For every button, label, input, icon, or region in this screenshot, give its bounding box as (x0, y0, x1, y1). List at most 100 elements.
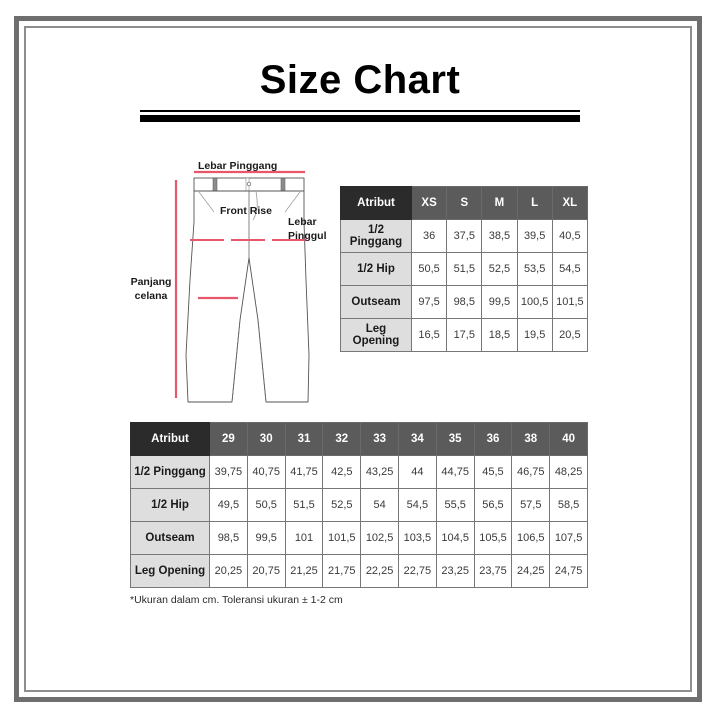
measurement-cell: 98,5 (446, 285, 483, 319)
table-one-body: 1/2 Pinggang 36 37,5 38,5 39,5 40,5 1/2 Hip 50,… (340, 219, 589, 352)
measurement-cell: 101,5 (322, 521, 362, 555)
measurement-cell: 102,5 (360, 521, 399, 555)
measurement-cell: 36 (410, 219, 448, 253)
pants-illustration-svg (174, 170, 310, 403)
measurement-cell: 17,5 (446, 318, 483, 352)
measurement-cell: 49,5 (209, 488, 248, 522)
column-header-35: 35 (435, 422, 475, 456)
column-header-30: 30 (246, 422, 286, 456)
table-row: Outseam 98,5 99,5 101 101,5 102,5 103,5 104,5 10… (130, 521, 588, 555)
column-header-S: S (446, 186, 483, 220)
label-lebar-pinggul: Lebar Pinggul (288, 215, 346, 243)
label-panjang-celana-line2: celana (134, 290, 168, 303)
pants-measurement-diagram: Lebar Pinggang Front Rise Lebar Pinggul … (110, 150, 340, 412)
row-attribute-label: Outseam (130, 521, 210, 555)
table-row: Outseam 97,5 98,5 99,5 100,5 101,5 (340, 285, 589, 319)
measurement-cell: 42,5 (322, 455, 362, 489)
letter-size-table: Atribut XS S M L XL 1/2 Pinggang 36 37,5 38,5 39… (340, 186, 589, 352)
inner-border-frame (24, 26, 692, 692)
measurement-cell: 23,25 (435, 554, 475, 588)
column-header-34: 34 (397, 422, 437, 456)
label-front-rise: Front Rise (220, 205, 272, 217)
label-lebar-pinggang: Lebar Pinggang (198, 160, 278, 172)
measurement-cell: 104,5 (435, 521, 475, 555)
measurement-cell: 20,5 (551, 318, 589, 352)
row-attribute-label: 1/2 Pinggang (340, 219, 412, 253)
column-header-33: 33 (360, 422, 399, 456)
column-header-40: 40 (549, 422, 588, 456)
measurement-cell: 101,5 (551, 285, 589, 319)
row-attribute-label: 1/2 Hip (130, 488, 210, 522)
measurement-cell: 45,5 (473, 455, 513, 489)
measurement-cell: 52,5 (322, 488, 362, 522)
row-attribute-label: 1/2 Hip (340, 252, 412, 286)
measurement-cell: 107,5 (549, 521, 588, 555)
measurement-cell: 53,5 (516, 252, 553, 286)
table-row: Leg Opening 16,5 17,5 18,5 19,5 20,5 (340, 318, 589, 352)
column-header-XL: XL (551, 186, 589, 220)
measurement-cell: 101 (284, 521, 324, 555)
measurement-cell: 103,5 (397, 521, 437, 555)
table-row: 1/2 Pinggang 36 37,5 38,5 39,5 40,5 (340, 219, 589, 253)
table-header-row: Atribut 29 30 31 32 33 34 35 36 38 40 (130, 422, 588, 456)
table-one-attribute-header: Atribut (340, 186, 412, 220)
measurement-cell: 100,5 (516, 285, 553, 319)
measurement-cell: 54,5 (397, 488, 437, 522)
row-attribute-label: Outseam (340, 285, 412, 319)
measurement-cell: 54 (360, 488, 399, 522)
column-header-38: 38 (511, 422, 551, 456)
column-header-32: 32 (322, 422, 362, 456)
row-attribute-label: Leg Opening (130, 554, 210, 588)
label-panjang-celana-line1: Panjang (130, 276, 172, 288)
measurement-cell: 19,5 (516, 318, 553, 352)
measurement-cell: 44 (397, 455, 437, 489)
measurement-cell: 24,25 (511, 554, 551, 588)
measurement-cell: 51,5 (284, 488, 324, 522)
measurement-cell: 106,5 (511, 521, 551, 555)
table-row: 1/2 Pinggang 39,75 40,75 41,75 42,5 43,25 44 44… (130, 455, 588, 489)
measurement-cell: 58,5 (549, 488, 588, 522)
measurement-cell: 20,25 (209, 554, 248, 588)
measurement-cell: 40,75 (246, 455, 286, 489)
measurement-cell: 24,75 (549, 554, 588, 588)
measurement-cell: 38,5 (481, 219, 518, 253)
measurement-cell: 23,75 (473, 554, 513, 588)
measurement-cell: 21,25 (284, 554, 324, 588)
measurement-cell: 57,5 (511, 488, 551, 522)
measurement-cell: 50,5 (246, 488, 286, 522)
measurement-cell: 56,5 (473, 488, 513, 522)
measurement-cell: 55,5 (435, 488, 475, 522)
table-row: 1/2 Hip 50,5 51,5 52,5 53,5 54,5 (340, 252, 589, 286)
table-row: Leg Opening 20,25 20,75 21,25 21,75 22,25 22,7… (130, 554, 588, 588)
measurement-cell: 22,25 (360, 554, 399, 588)
column-header-XS: XS (410, 186, 448, 220)
column-header-M: M (481, 186, 518, 220)
outer-border-frame (14, 16, 702, 702)
page-title: Size Chart (259, 58, 461, 102)
measurement-cell: 98,5 (209, 521, 248, 555)
measurement-cell: 43,25 (360, 455, 399, 489)
footnote-text: *Ukuran dalam cm. Toleransi ukuran ± 1-2… (130, 594, 343, 606)
title-divider (140, 110, 580, 122)
measurement-cell: 54,5 (551, 252, 589, 286)
measurement-cell: 51,5 (446, 252, 483, 286)
measurement-cell: 21,75 (322, 554, 362, 588)
measurement-cell: 99,5 (481, 285, 518, 319)
table-header-row: Atribut XS S M L XL (340, 186, 589, 220)
row-attribute-label: Leg Opening (340, 318, 412, 352)
measurement-cell: 20,75 (246, 554, 286, 588)
measurement-cell: 105,5 (473, 521, 513, 555)
column-header-31: 31 (284, 422, 324, 456)
label-lebar-pinggul-line1: Lebar (288, 216, 317, 228)
label-lebar-pinggul-line2: Pinggul (288, 230, 327, 243)
measurement-cell: 16,5 (410, 318, 448, 352)
measurement-cell: 18,5 (481, 318, 518, 352)
measurement-cell: 97,5 (410, 285, 448, 319)
measurement-cell: 39,5 (516, 219, 553, 253)
measurement-cell: 52,5 (481, 252, 518, 286)
measurement-cell: 46,75 (511, 455, 551, 489)
measurement-cell: 37,5 (446, 219, 483, 253)
numeric-size-table: Atribut 29 30 31 32 33 34 35 36 38 40 1/2 Pinggan… (130, 422, 588, 588)
table-row: 1/2 Hip 49,5 50,5 51,5 52,5 54 54,5 55,5 56,5 57,… (130, 488, 588, 522)
row-attribute-label: 1/2 Pinggang (130, 455, 210, 489)
